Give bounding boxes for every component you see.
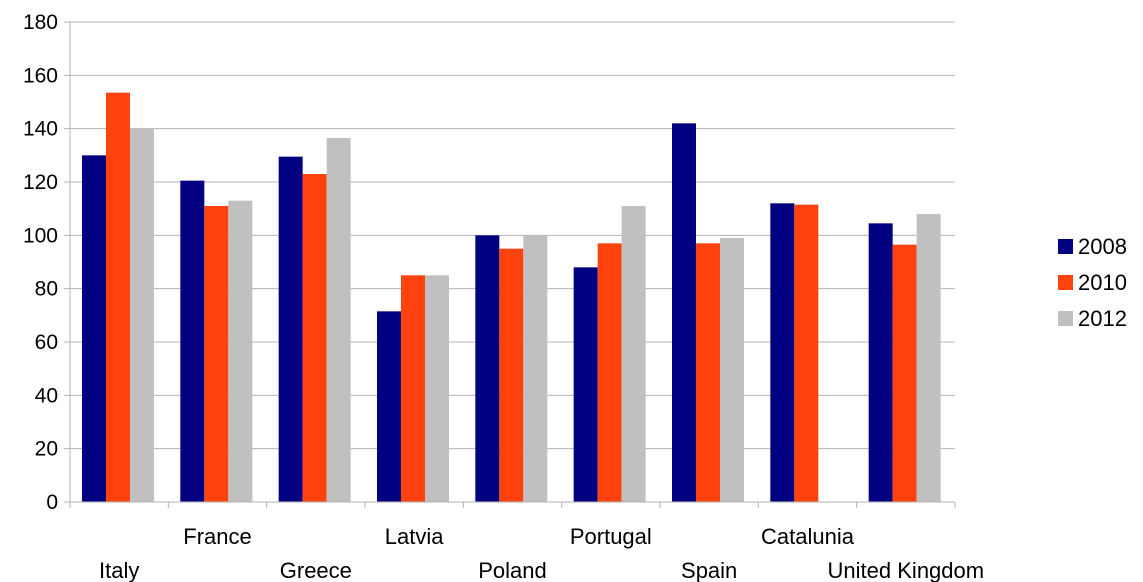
y-tick-label: 80 [35,278,58,301]
y-tick-label: 20 [35,438,58,461]
y-tick-label: 180 [23,11,58,34]
legend-swatch-2010 [1058,275,1073,290]
bar-2010-portugal [597,243,622,503]
legend: 2008 2010 2012 [1058,234,1127,331]
bar-2010-spain [696,243,720,503]
y-tick-label: 60 [35,331,58,354]
y-tick-label: 120 [23,171,58,194]
bar-2012-united-kingdom [916,214,941,502]
bar-2008-poland [475,235,500,503]
bars [82,92,941,503]
bar-2010-catalunia [794,204,819,502]
category-label: Spain [681,558,737,582]
legend-label-2008: 2008 [1078,234,1127,259]
bar-2010-latvia [401,275,425,502]
bar-2012-poland [523,235,548,503]
bar-2012-portugal [621,206,646,502]
category-label: Portugal [570,524,652,549]
bar-2012-greece [326,138,351,502]
bar-2008-italy [82,155,106,503]
category-label: Italy [99,558,139,582]
bar-2012-italy [130,128,154,502]
bar-2008-catalunia [770,203,795,503]
bar-2012-france [228,200,253,502]
bar-2010-greece [302,174,327,502]
y-tick-label: 140 [23,118,58,141]
bar-2008-spain [672,123,696,502]
bar-2010-france [204,206,229,502]
category-label: Catalunia [761,524,855,549]
bar-2008-latvia [377,311,401,502]
bar-2012-latvia [425,275,449,502]
bar-2012-spain [720,238,744,502]
bar-2008-greece [278,156,303,502]
category-label: Greece [280,558,352,582]
bar-2010-italy [106,92,130,503]
category-label: France [183,524,251,549]
axes: 0 20 40 60 80 100 120 140 160 180 Italy France Greec… [23,11,984,582]
bar-2010-united-kingdom [892,244,917,502]
y-tick-label: 40 [35,384,58,407]
bar-2008-france [180,180,205,502]
bar-2010-poland [499,248,524,502]
bar-2008-united-kingdom [868,223,893,503]
category-label: Poland [478,558,547,582]
legend-swatch-2012 [1058,311,1073,326]
legend-label-2010: 2010 [1078,270,1127,295]
legend-label-2012: 2012 [1078,306,1127,331]
legend-swatch-2008 [1058,239,1073,254]
y-tick-label: 100 [23,224,58,247]
y-tick-label: 160 [23,64,58,87]
y-tick-label: 0 [46,491,58,514]
category-label: Latvia [385,524,444,549]
category-label: United Kingdom [828,558,985,582]
bar-2008-portugal [573,267,598,502]
